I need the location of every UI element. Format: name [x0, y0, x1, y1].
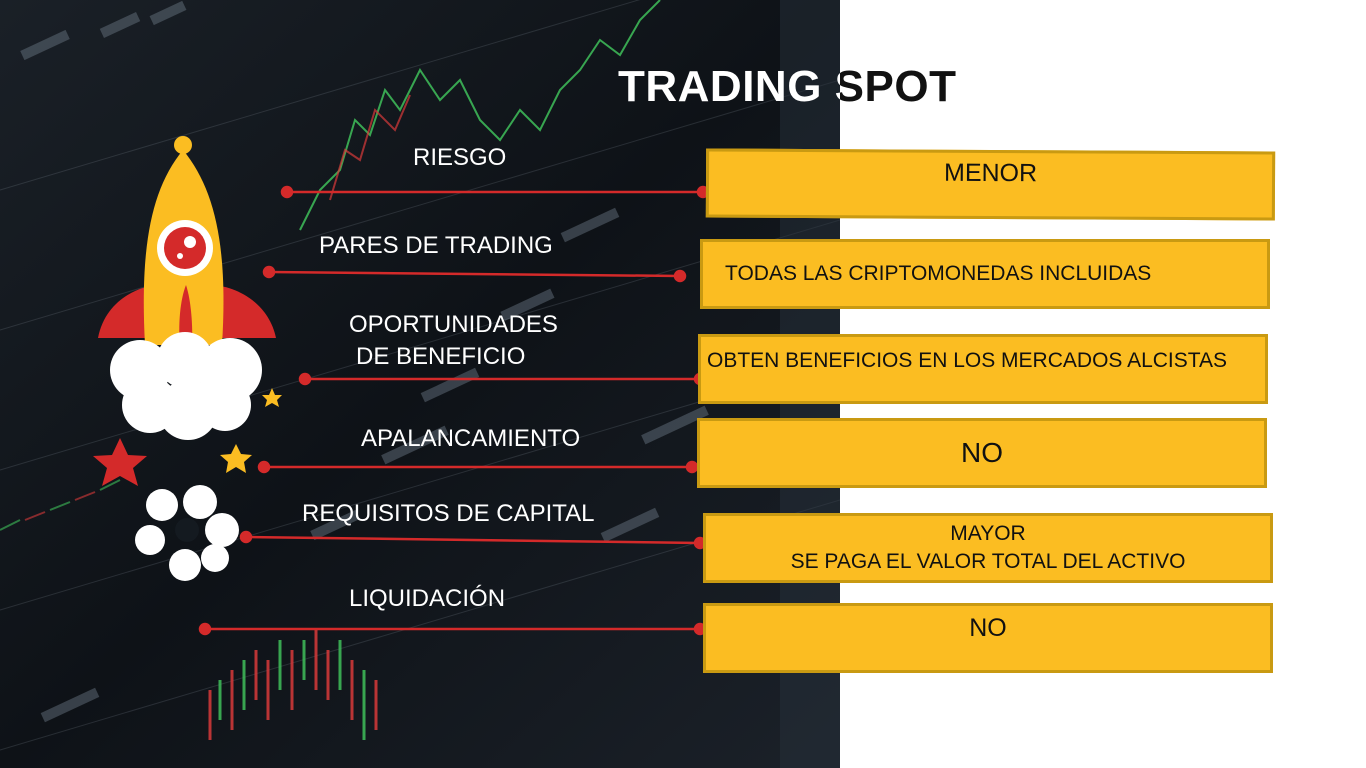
connector-riesgo	[280, 185, 710, 199]
value-box-liquidacion: NO	[703, 603, 1273, 673]
value-oportunidades: OBTEN BENEFICIOS EN LOS MERCADOS ALCISTA…	[707, 349, 1228, 372]
value-riesgo: MENOR	[943, 158, 1038, 188]
value-box-riesgo: MENOR	[705, 148, 1276, 221]
connector-liquidacion	[198, 622, 707, 636]
star-icon	[262, 388, 282, 407]
value-box-apalancamiento: NO	[697, 418, 1267, 488]
label-oportunidades-line2: DE BENEFICIO	[356, 343, 526, 370]
star-icon	[220, 444, 252, 473]
label-requisitos-de-capital: REQUISITOS DE CAPITAL	[302, 500, 595, 527]
value-liquidacion: NO	[969, 614, 1007, 642]
value-apalancamiento: NO	[961, 437, 1003, 468]
value-capital-line1: MAYOR	[950, 522, 1026, 545]
value-pares: TODAS LAS CRIPTOMONEDAS INCLUIDAS	[725, 262, 1152, 285]
label-apalancamiento: APALANCAMIENTO	[361, 425, 581, 452]
value-box-oportunidades: OBTEN BENEFICIOS EN LOS MERCADOS ALCISTA…	[698, 334, 1268, 404]
connector-pares	[262, 265, 687, 283]
label-riesgo: RIESGO	[413, 144, 507, 171]
label-liquidacion: LIQUIDACIÓN	[349, 585, 506, 612]
connector-apalancamiento	[257, 460, 699, 474]
label-oportunidades-line1: OPORTUNIDADES	[349, 311, 558, 338]
label-pares-de-trading: PARES DE TRADING	[319, 232, 553, 259]
value-capital-line2: SE PAGA EL VALOR TOTAL DEL ACTIVO	[790, 550, 1186, 573]
star-icon	[93, 438, 147, 486]
value-box-capital: MAYOR SE PAGA EL VALOR TOTAL DEL ACTIVO	[703, 513, 1273, 583]
value-box-pares: TODAS LAS CRIPTOMONEDAS INCLUIDAS	[700, 239, 1270, 309]
rocket-icon	[98, 136, 276, 581]
page-title: TRADING SPOT	[834, 62, 957, 111]
connector-capital	[239, 530, 707, 550]
connector-oportunidades	[298, 372, 707, 386]
